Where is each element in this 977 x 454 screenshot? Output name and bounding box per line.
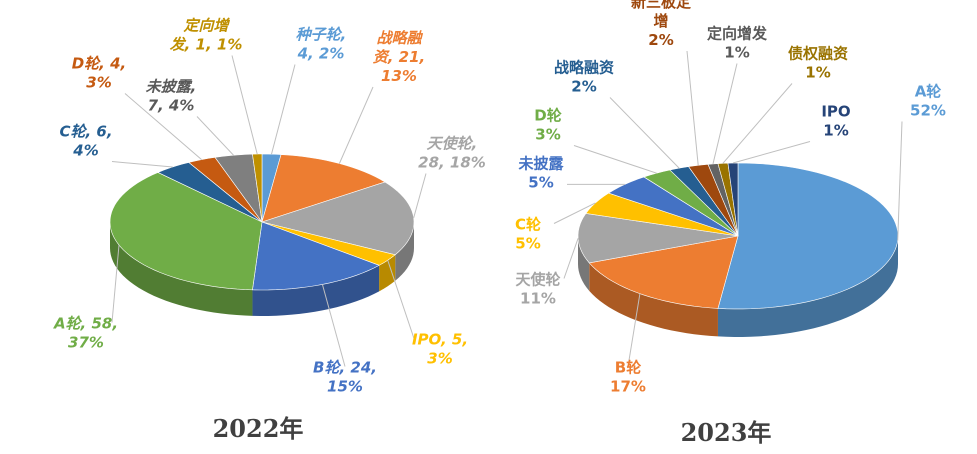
leader-line-B轮: [627, 293, 641, 367]
pie-slice-天使轮: [577, 213, 739, 264]
pie-slice-未披露: [214, 153, 263, 223]
pie-data-labels: A轮 52% B轮 17% 天使轮 11% C轮 5% 未披露 5% D轮 3% 战略融资 2% 新三板定增…: [515, 0, 946, 396]
data-label-A轮: A轮 52%: [910, 83, 946, 120]
pie-chart-2: A轮 52% B轮 17% 天使轮 11% C轮 5% 未披露 5% D轮 3% 战略融资 2% 新三板定增…: [515, 0, 946, 447]
pie-chart-1: 种子轮, 4, 2% 战略融资, 21, 13% 天使轮, 28, 18% IPO, 5, 3…: [53, 17, 486, 444]
data-label-未披露: 未披露, 7, 4%: [146, 78, 197, 115]
pie-slices: [577, 162, 899, 310]
data-label-战略融资: 战略融资 2%: [554, 59, 614, 96]
leader-line-B轮: [321, 284, 346, 367]
pie-slice-天使轮: [260, 181, 415, 256]
pie-side-A轮: [717, 236, 898, 337]
data-label-战略融资: 战略融资, 21, 13%: [373, 29, 426, 85]
data-label-定向增发: 定向增发, 1, 1%: [170, 17, 243, 54]
data-label-D轮: D轮, 4, 3%: [72, 55, 127, 92]
data-label-未披露: 未披露 5%: [517, 155, 564, 192]
leader-line-新三板定增: [686, 50, 699, 166]
leader-line-C轮: [111, 161, 173, 168]
data-label-C轮: C轮, 6, 4%: [59, 123, 112, 160]
leader-line-定向增发: [712, 63, 738, 165]
pie-data-labels: 种子轮, 4, 2% 战略融资, 21, 13% 天使轮, 28, 18% IPO, 5, 3…: [53, 17, 486, 396]
pie-slice-B轮: [588, 235, 739, 309]
leader-line-天使轮: [413, 173, 427, 218]
leader-line-D轮: [573, 145, 657, 174]
leader-line-IPO: [387, 260, 415, 339]
pie-slices: [109, 153, 415, 291]
data-label-天使轮: 天使轮, 28, 18%: [418, 135, 486, 172]
data-label-种子轮: 种子轮, 4, 2%: [296, 26, 347, 63]
data-label-C轮: C轮 5%: [515, 216, 541, 253]
pie-side-天使轮: [395, 222, 414, 281]
pie-side-IPO: [379, 254, 396, 292]
pie-side-walls: [110, 222, 414, 316]
pie-side-B轮: [252, 265, 380, 316]
leader-line-战略融资: [609, 97, 680, 169]
pie-side-A轮: [110, 222, 253, 316]
leader-line-天使轮: [563, 238, 579, 279]
leader-line-战略融资: [338, 86, 374, 164]
leader-line-种子轮: [271, 64, 296, 155]
pie-slice-定向增发: [252, 153, 263, 223]
leader-line-未披露: [196, 116, 234, 156]
pie-slice-C轮: [585, 192, 739, 237]
data-label-债权融资: 债权融资 1%: [788, 45, 848, 82]
leader-line-C轮: [553, 202, 596, 224]
data-label-B轮: B轮, 24, 15%: [313, 359, 377, 396]
chart-title: 2023年: [681, 418, 772, 447]
data-label-IPO: IPO, 5, 3%: [412, 331, 468, 368]
leader-line-A轮: [897, 121, 903, 241]
leader-line-IPO: [732, 141, 811, 164]
leader-line-定向增发: [231, 55, 258, 155]
pie-slice-IPO: [727, 162, 739, 237]
data-label-IPO: IPO 1%: [821, 103, 850, 140]
pie-side-B轮: [589, 262, 718, 337]
data-label-定向增发: 定向增发 1%: [707, 25, 768, 62]
chart-title: 2022年: [213, 414, 304, 443]
data-label-D轮: D轮 3%: [534, 107, 561, 144]
leader-line-A轮: [111, 244, 120, 323]
data-label-天使轮: 天使轮 11%: [515, 271, 560, 308]
data-label-A轮: A轮, 58, 37%: [53, 315, 118, 352]
leader-line-债权融资: [722, 83, 793, 164]
leader-line-D轮: [124, 93, 202, 160]
data-label-B轮: B轮 17%: [610, 359, 646, 396]
data-label-新三板定增: 新三板定增 2%: [631, 0, 691, 49]
